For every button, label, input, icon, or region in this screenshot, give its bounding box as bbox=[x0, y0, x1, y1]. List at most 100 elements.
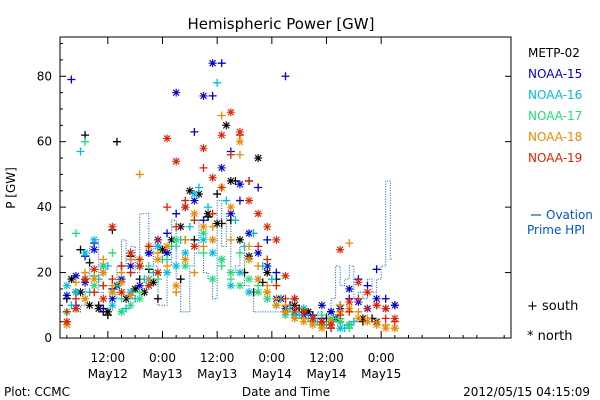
point-south bbox=[272, 268, 281, 277]
point-south bbox=[185, 222, 194, 231]
ovation-series bbox=[60, 180, 392, 326]
point-north bbox=[336, 245, 345, 254]
point-north bbox=[163, 134, 172, 143]
point-north bbox=[90, 281, 99, 290]
point-north bbox=[172, 281, 181, 290]
point-south bbox=[181, 235, 190, 244]
point-north bbox=[62, 291, 71, 300]
point-north bbox=[254, 288, 263, 297]
point-north bbox=[90, 245, 99, 254]
point-north bbox=[172, 262, 181, 271]
point-north bbox=[363, 317, 372, 326]
ovation-legend-label: Ovation bbox=[546, 208, 593, 222]
point-north bbox=[62, 281, 71, 290]
point-south bbox=[245, 176, 254, 185]
x-tick-sublabel: May14 bbox=[306, 367, 346, 381]
point-north bbox=[90, 265, 99, 274]
point-north bbox=[181, 203, 190, 212]
point-north bbox=[381, 324, 390, 333]
point-south bbox=[363, 304, 372, 313]
x-tick-label: 0:00 bbox=[258, 351, 285, 365]
point-north bbox=[190, 196, 199, 205]
point-north bbox=[199, 91, 208, 100]
point-north bbox=[235, 235, 244, 244]
point-north bbox=[181, 255, 190, 264]
point-north bbox=[153, 242, 162, 251]
point-south bbox=[267, 275, 276, 284]
point-south bbox=[190, 216, 199, 225]
point-north bbox=[254, 209, 263, 218]
point-south bbox=[235, 248, 244, 257]
point-north bbox=[222, 121, 231, 130]
point-north bbox=[226, 108, 235, 117]
point-south bbox=[172, 209, 181, 218]
point-north bbox=[363, 288, 372, 297]
point-north bbox=[345, 284, 354, 293]
point-south bbox=[290, 304, 299, 313]
point-north bbox=[199, 222, 208, 231]
point-north bbox=[354, 314, 363, 323]
point-south bbox=[144, 242, 153, 251]
point-north bbox=[122, 294, 131, 303]
point-south bbox=[71, 229, 80, 238]
point-north bbox=[226, 203, 235, 212]
point-north bbox=[81, 275, 90, 284]
point-north bbox=[263, 294, 272, 303]
data-points bbox=[62, 59, 399, 333]
legend-entry: NOAA-16 bbox=[528, 88, 582, 102]
point-north bbox=[254, 275, 263, 284]
y-tick-label: 80 bbox=[37, 69, 52, 83]
legend-entry: NOAA-15 bbox=[528, 67, 582, 81]
point-north bbox=[99, 262, 108, 271]
point-north bbox=[226, 281, 235, 290]
point-north bbox=[172, 88, 181, 97]
point-north bbox=[226, 209, 235, 218]
y-axis-label: P [GW] bbox=[4, 167, 18, 209]
point-north bbox=[317, 324, 326, 333]
point-north bbox=[140, 288, 149, 297]
point-north bbox=[304, 307, 313, 316]
point-south bbox=[213, 78, 222, 87]
point-north bbox=[108, 301, 117, 310]
point-north bbox=[199, 235, 208, 244]
point-south bbox=[153, 235, 162, 244]
point-south bbox=[226, 235, 235, 244]
point-south bbox=[231, 216, 240, 225]
point-north bbox=[358, 314, 367, 323]
point-north bbox=[144, 281, 153, 290]
point-north bbox=[190, 242, 199, 251]
point-south bbox=[254, 262, 263, 271]
point-south bbox=[122, 304, 131, 313]
point-south bbox=[345, 239, 354, 248]
point-north bbox=[308, 314, 317, 323]
point-north bbox=[208, 275, 217, 284]
point-south bbox=[108, 248, 117, 257]
point-south bbox=[245, 242, 254, 251]
point-north bbox=[176, 222, 185, 231]
point-north bbox=[254, 154, 263, 163]
ovation-legend-label-2: Prime HPI bbox=[527, 223, 585, 237]
point-north bbox=[390, 324, 399, 333]
x-tick-label: 0:00 bbox=[149, 351, 176, 365]
point-south bbox=[76, 147, 85, 156]
point-north bbox=[62, 317, 71, 326]
point-north bbox=[181, 248, 190, 257]
point-south bbox=[190, 268, 199, 277]
y-tick-label: 20 bbox=[37, 266, 52, 280]
x-axis-label: Date and Time bbox=[242, 385, 330, 399]
point-south bbox=[67, 75, 76, 84]
point-north bbox=[235, 180, 244, 189]
point-south bbox=[235, 196, 244, 205]
point-south bbox=[345, 307, 354, 316]
point-north bbox=[327, 307, 336, 316]
point-south bbox=[372, 265, 381, 274]
point-north bbox=[281, 307, 290, 316]
point-north bbox=[99, 268, 108, 277]
point-north bbox=[354, 278, 363, 287]
point-north bbox=[235, 137, 244, 146]
axis-ticks: 0 20 40 60 80 12:00 May12 0:00 May13 12:00 May13 0:… bbox=[37, 37, 511, 381]
point-north bbox=[172, 157, 181, 166]
point-north bbox=[299, 307, 308, 316]
point-north bbox=[108, 288, 117, 297]
point-north bbox=[158, 245, 167, 254]
